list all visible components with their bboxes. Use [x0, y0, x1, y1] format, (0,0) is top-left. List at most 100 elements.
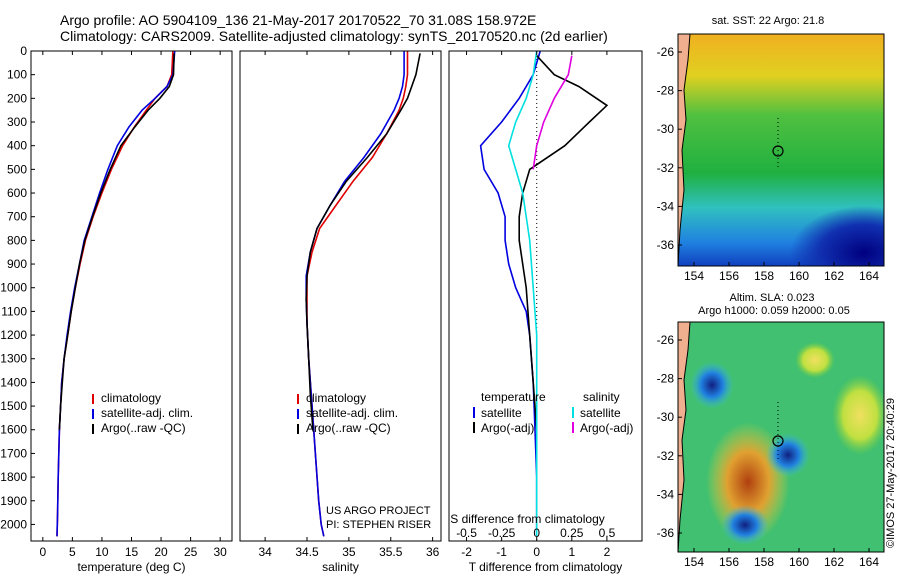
- x-tick-label: 15: [125, 545, 139, 559]
- map-y-tick-label: -34: [657, 199, 675, 213]
- legend-label: climatology: [306, 391, 366, 405]
- x-tick-label: 1: [568, 545, 575, 559]
- x-tick-label: 35: [342, 545, 356, 559]
- map-x-tick-label: 160: [789, 555, 809, 569]
- project-annotation: US ARGO PROJECT: [326, 505, 431, 517]
- legend-label: satellite: [481, 406, 522, 420]
- x-tick-label: 25: [184, 545, 198, 559]
- x-tick-label: 34.5: [295, 545, 319, 559]
- x-tick-label: -1: [496, 545, 507, 559]
- x-axis-label: temperature (deg C): [77, 560, 185, 574]
- map-y-tick-label: -26: [657, 333, 675, 347]
- top-tick-label: 0: [533, 526, 540, 540]
- sst-cold-region: [750, 180, 884, 266]
- plot-frame: [448, 50, 643, 542]
- sla-high-anomaly-3: [795, 342, 835, 378]
- top-axis-label: S difference from climatology: [450, 512, 605, 526]
- map-x-tick-label: 162: [824, 269, 844, 283]
- y-tick-label: 500: [7, 162, 27, 176]
- sst-argo-marker: [772, 145, 784, 157]
- map-x-tick-label: 156: [719, 555, 739, 569]
- project-annotation: PI: STEPHEN RISER: [326, 519, 431, 531]
- legend-title-salinity: salinity: [583, 390, 620, 404]
- x-tick-label: 0: [39, 545, 46, 559]
- y-tick-label: 1800: [0, 470, 27, 484]
- y-tick-label: 300: [7, 115, 27, 129]
- x-tick-label: 35.5: [379, 545, 403, 559]
- map-x-tick-label: 158: [754, 269, 774, 283]
- credit-label: ©IMOS 27-May-2017 20:40:29: [885, 398, 897, 548]
- y-tick-label: 1100: [1, 304, 27, 318]
- sla-map: Altim. SLA: 0.023 Argo h1000: 0.059 h200…: [657, 292, 888, 569]
- series-temperature-2: [58, 53, 175, 430]
- panel-temperature: 0 5 10 15 20 25 30 temperature (deg C) 0 100 200 30…: [0, 44, 233, 574]
- top-tick-label: -0.5: [456, 526, 477, 540]
- sla-low-anomaly-2: [721, 505, 769, 545]
- legend-label: Argo(..raw -QC): [101, 421, 186, 435]
- map-y-tick-label: -30: [657, 122, 675, 136]
- sla-map-title-1: Altim. SLA: 0.023: [730, 292, 815, 304]
- y-tick-label: 400: [7, 139, 27, 153]
- y-tick-label: 900: [7, 257, 27, 271]
- sla-low-anomaly-3: [766, 433, 810, 477]
- map-y-tick-label: -28: [657, 372, 675, 386]
- map-x-tick-label: 164: [859, 555, 879, 569]
- sla-high-anomaly-2: [832, 375, 888, 455]
- y-tick-label: 1400: [0, 375, 27, 389]
- x-tick-label: 34: [258, 545, 272, 559]
- legend-label: satellite-adj. clim.: [306, 406, 398, 420]
- y-tick-label: 100: [7, 68, 27, 82]
- x-tick-label: 36: [426, 545, 440, 559]
- y-tick-label: 0: [20, 44, 27, 58]
- legend-label: Argo(-adj): [481, 421, 534, 435]
- sla-map-title-2: Argo h1000: 0.059 h2000: 0.05: [698, 305, 850, 317]
- sla-map-frame: [677, 321, 885, 553]
- x-tick-label: 30: [213, 545, 227, 559]
- y-tick-label: 1500: [0, 399, 27, 413]
- map-y-tick-label: -34: [657, 487, 675, 501]
- map-x-tick-label: 158: [754, 555, 774, 569]
- sst-coastline: [677, 33, 691, 267]
- legend-label: Argo(..raw -QC): [306, 421, 391, 435]
- y-tick-label: 200: [7, 91, 27, 105]
- map-y-tick-label: -28: [657, 84, 675, 98]
- panel-differences: -2 -1 0 1 2T difference from climatology -0.5…: [448, 50, 643, 574]
- map-x-tick-label: 156: [719, 269, 739, 283]
- map-y-tick-label: -30: [657, 410, 675, 424]
- y-tick-label: 2000: [0, 517, 27, 531]
- map-y-tick-label: -26: [657, 45, 675, 59]
- top-tick-label: 0.25: [560, 526, 584, 540]
- climatology-title: Climatology: CARS2009. Satellite-adjuste…: [60, 28, 608, 44]
- sst-map-frame: [677, 33, 885, 267]
- series-differences-0: [479, 50, 541, 537]
- map-x-tick-label: 164: [859, 269, 879, 283]
- map-y-tick-label: -32: [657, 161, 675, 175]
- sst-map-title: sat. SST: 22 Argo: 21.8: [712, 15, 825, 27]
- x-tick-label: 5: [69, 545, 76, 559]
- series-differences-3: [532, 55, 573, 170]
- legend-label: satellite: [580, 406, 621, 420]
- series-salinity-1: [305, 51, 405, 537]
- sla-argo-marker: [772, 435, 784, 447]
- x-tick-label: 10: [95, 545, 109, 559]
- y-tick-label: 1600: [0, 423, 27, 437]
- y-tick-label: 700: [7, 210, 27, 224]
- panel-salinity: 34 34.5 35 35.5 36 salinity climatologysatelli…: [239, 50, 442, 574]
- series-salinity-2: [305, 53, 421, 430]
- map-y-tick-label: -36: [657, 238, 675, 252]
- x-tick-label: 0: [533, 545, 540, 559]
- legend-title-temperature: temperature: [481, 390, 546, 404]
- map-y-tick-label: -36: [657, 526, 675, 540]
- profile-title: Argo profile: AO 5904109_136 21-May-2017…: [60, 12, 537, 28]
- y-tick-label: 600: [7, 186, 27, 200]
- legend-label: satellite-adj. clim.: [101, 406, 193, 420]
- series-differences-2: [507, 50, 538, 537]
- x-axis-label: T difference from climatology: [469, 560, 623, 574]
- legend-label: Argo(-adj): [580, 421, 633, 435]
- plot-frame: [239, 50, 442, 542]
- y-tick-label: 1000: [0, 281, 27, 295]
- sst-map: sat. SST: 22 Argo: 21.8 154 156 158 160 162 1…: [657, 15, 885, 283]
- map-y-tick-label: -32: [657, 449, 675, 463]
